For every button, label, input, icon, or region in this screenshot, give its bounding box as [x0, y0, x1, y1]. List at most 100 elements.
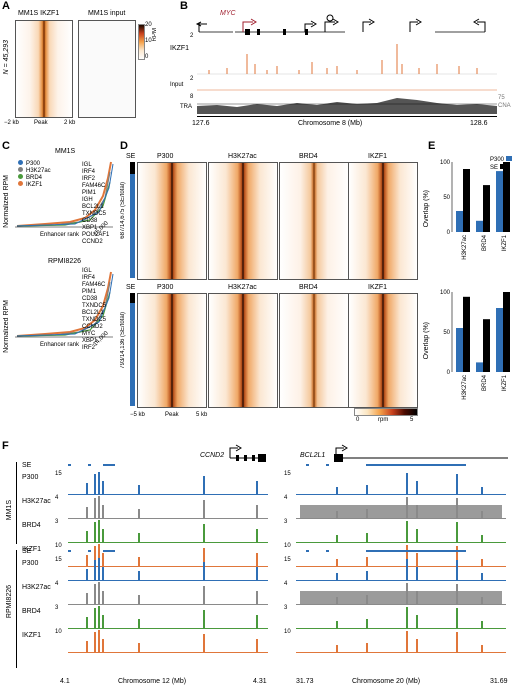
track-label-tra: TRA — [180, 104, 192, 110]
colorbar-tick-10: 10 — [145, 38, 152, 44]
track-baseline — [296, 566, 506, 567]
panel-c-ylabel-bottom: Normalized RPM — [3, 300, 10, 353]
panel-e-ylabel-top: Overlap (%) — [423, 190, 430, 228]
peak — [102, 614, 104, 628]
peak — [256, 590, 258, 604]
x-tick-label: BRD4 — [482, 234, 488, 251]
input-heatmap — [78, 20, 136, 118]
peak — [138, 571, 140, 580]
ikzf1-track-plot — [197, 44, 497, 75]
peak — [481, 645, 483, 652]
bar-se-brd4 — [483, 185, 490, 232]
gene-label: BCL2L1 — [82, 204, 104, 210]
se-segment — [366, 464, 466, 466]
heat-col-title: H3K27ac — [228, 153, 257, 160]
track-baseline — [68, 604, 268, 605]
legend-label: H3K27ac — [26, 168, 51, 174]
peak — [416, 566, 418, 580]
gene-label: TXNDC5 — [82, 211, 107, 217]
panel-e-top-chart: 100 50 0 H3K27ac BRD4 IKZF1 — [440, 160, 510, 260]
peak — [456, 608, 458, 628]
track-max-input: 2 — [190, 76, 194, 82]
panel-c-top-xlabel: Enhancer rank — [40, 232, 80, 238]
legend-label: IKZF1 — [26, 182, 43, 188]
peak — [138, 485, 140, 494]
peak — [416, 614, 418, 628]
cna-label-text: CNA — [498, 103, 511, 109]
panel-d-cbar-5: 5 — [410, 417, 414, 423]
legend-dot — [18, 167, 23, 172]
se-bar-top-black — [130, 162, 135, 174]
peak — [138, 595, 140, 604]
peak — [366, 485, 368, 494]
peak — [336, 573, 338, 580]
ccnd2-gene-label: CCND2 — [200, 452, 225, 459]
gene-label: IRF4 — [82, 169, 96, 175]
x-tick-label: H3K27ac — [462, 235, 468, 260]
f-track-label-p300: P300 — [22, 560, 39, 567]
panel-c-top-cell: MM1S — [55, 148, 76, 155]
gene-label: TXNDC5 — [82, 317, 107, 323]
peak — [256, 528, 258, 542]
bar-p300-ikzf1 — [496, 171, 503, 232]
f-track-label-h3k27ac: H3K27ac — [22, 498, 51, 505]
track-baseline — [296, 494, 506, 495]
broad-signal — [300, 504, 502, 518]
f-track-max-right: 3 — [284, 519, 288, 525]
heat-col-brd4 — [279, 293, 349, 408]
peak — [406, 545, 408, 566]
track-baseline — [296, 518, 506, 519]
heat-col-h3k27ac — [208, 162, 278, 280]
input-track-plot — [197, 89, 497, 91]
y-tick-label: 50 — [443, 330, 450, 336]
f-track-label-brd4: BRD4 — [22, 608, 41, 615]
panel-a-n-label: N = 45,293 — [3, 40, 10, 75]
gene-label: CCND2 — [82, 324, 103, 330]
legend-item-p300: P300 — [490, 156, 513, 164]
peak — [336, 621, 338, 628]
peak — [406, 631, 408, 652]
heat-col-title: P300 — [157, 284, 174, 291]
peak — [366, 557, 368, 566]
track-baseline — [296, 604, 506, 605]
peak — [102, 552, 104, 566]
se-segment — [68, 550, 71, 552]
gene-label: FAM46C — [82, 282, 106, 288]
peak — [456, 632, 458, 652]
panel-label-e: E — [428, 140, 436, 152]
panel-c-top-plot — [15, 161, 114, 228]
broad-signal — [300, 590, 502, 604]
peak — [416, 528, 418, 542]
panel-a-title-left: MM1S IKZF1 — [18, 10, 60, 17]
heat-col-title: IKZF1 — [368, 284, 388, 291]
peak — [416, 480, 418, 494]
peak — [86, 569, 88, 580]
peak — [203, 586, 205, 604]
ccnd2-gene-model — [229, 444, 266, 462]
group-bracket-mm1s — [16, 462, 21, 544]
peak — [86, 593, 88, 604]
peak — [102, 590, 104, 604]
panel-c-bottom-xlabel: Enhancer rank — [40, 342, 80, 348]
peak — [406, 559, 408, 580]
y-tick-label: 100 — [440, 160, 451, 166]
f-track-label-se: SE — [22, 462, 32, 469]
panel-b-xlabel: Chromosome 8 (Mb) — [298, 120, 363, 127]
colorbar-label: RPM — [152, 28, 158, 42]
f-track-max-right: 4 — [284, 581, 288, 587]
peak — [203, 610, 205, 628]
peak — [456, 546, 458, 566]
f-track-max-right: 10 — [284, 629, 291, 635]
heat-col-brd4 — [279, 162, 349, 280]
f-track-label-se: SE — [22, 548, 32, 555]
bar-se-h3k27ac — [463, 296, 470, 372]
se-segment — [306, 550, 309, 552]
myc-gene-label: MYC — [220, 10, 236, 17]
f-track-max-left: 10 — [55, 543, 62, 549]
heat-col-title: BRD4 — [299, 153, 318, 160]
peak — [98, 606, 100, 628]
peak — [94, 498, 96, 518]
gene-label: CD38 — [82, 296, 98, 302]
track-baseline — [68, 518, 268, 519]
bcl2l1-gene-model — [334, 444, 508, 462]
